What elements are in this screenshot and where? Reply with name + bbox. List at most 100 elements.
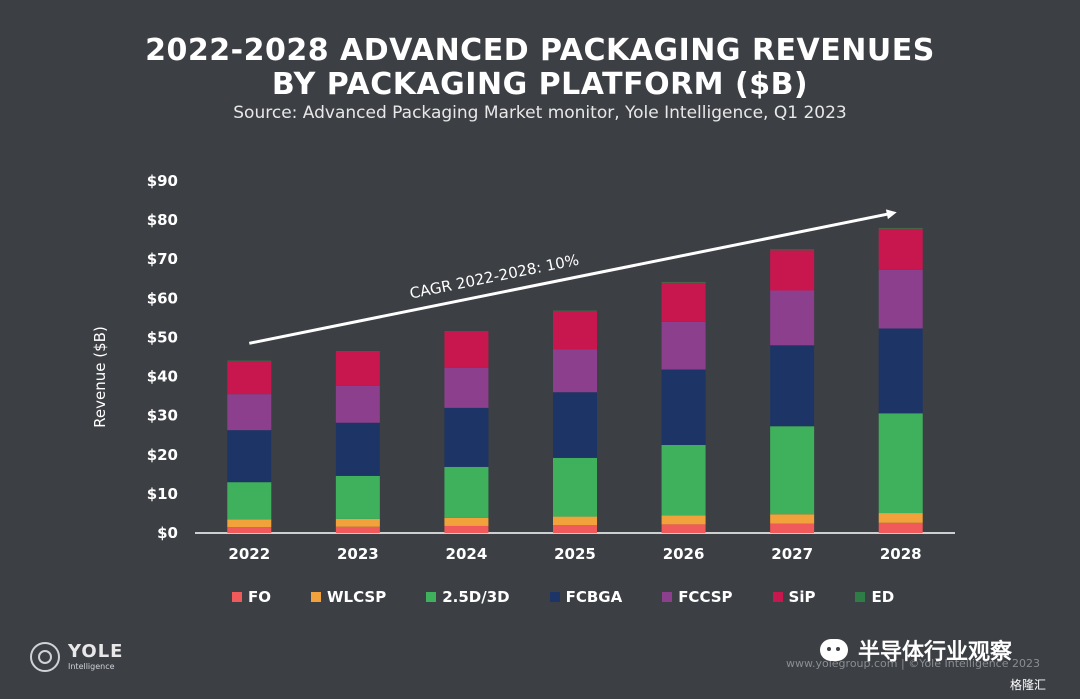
- bar-segment-fo-2028: [878, 522, 923, 533]
- chart-title: 2022-2028 ADVANCED PACKAGING REVENUES BY…: [0, 34, 1080, 102]
- bar-segment-sip-2027: [770, 250, 815, 291]
- bar-segment-fcbga-2028: [878, 328, 923, 414]
- chart-subtitle: Source: Advanced Packaging Market monito…: [233, 103, 847, 123]
- bar-segment-2-5d-3d-2025: [553, 457, 597, 517]
- chart-title-line-2: BY PACKAGING PLATFORM ($B): [271, 67, 809, 102]
- legend-swatch: [662, 592, 673, 602]
- footer-copyright: www.yolegroup.com | ©Yole Intelligence 2…: [786, 657, 1040, 670]
- bar-segment-fcbga-2022: [227, 430, 272, 483]
- legend-item: WLCSP: [311, 588, 386, 606]
- wechat-icon: [820, 639, 848, 661]
- x-tick-label: 2025: [554, 545, 596, 563]
- bar-segment-fccsp-2024: [444, 367, 489, 408]
- legend-label: WLCSP: [327, 588, 387, 606]
- legend-item: 2.5D/3D: [426, 588, 510, 606]
- bar-segment-wlcsp-2028: [878, 513, 923, 523]
- y-axis-label: Revenue ($B): [91, 326, 109, 428]
- legend-label: FCBGA: [565, 588, 623, 606]
- legend-label: FO: [248, 588, 271, 606]
- legend-swatch: [232, 592, 242, 602]
- bar-segment-ed-2027: [770, 249, 815, 251]
- cagr-arrow-head: [885, 209, 897, 220]
- legend-label: 2.5D/3D: [442, 588, 510, 606]
- bar-segment-2-5d-3d-2023: [335, 475, 380, 519]
- legend-item: ED: [855, 588, 894, 606]
- legend-swatch: [855, 592, 866, 602]
- legend-swatch: [426, 592, 437, 602]
- bar-segment-fccsp-2028: [878, 269, 923, 329]
- bar-segment-wlcsp-2022: [227, 519, 272, 528]
- bar-segment-sip-2023: [335, 351, 380, 386]
- legend-swatch: [311, 592, 321, 602]
- bar-segment-sip-2024: [444, 331, 489, 368]
- bar-segment-fo-2026: [661, 524, 706, 533]
- bar-segment-ed-2028: [878, 227, 923, 229]
- wechat-watermark: 半导体行业观察: [820, 634, 1012, 666]
- legend-item: FCCSP: [662, 588, 733, 606]
- legend-item: FCBGA: [549, 588, 623, 606]
- bar-segment-2-5d-3d-2022: [227, 482, 272, 520]
- legend-label: FCCSP: [678, 588, 733, 606]
- bar-segment-fcbga-2026: [661, 369, 706, 445]
- bar-segment-wlcsp-2024: [444, 517, 489, 526]
- bar-segment-sip-2022: [227, 360, 272, 395]
- legend-swatch: [772, 592, 783, 602]
- bar-segment-2-5d-3d-2026: [661, 445, 706, 516]
- yole-logo: YOLE Intelligence: [30, 642, 123, 672]
- bar-segment-wlcsp-2025: [553, 516, 597, 526]
- y-tick-label: $50: [147, 328, 178, 346]
- y-tick-label: $20: [147, 446, 178, 464]
- bar-segment-fcbga-2025: [553, 392, 597, 458]
- bar-segment-fccsp-2023: [335, 385, 380, 423]
- y-tick-label: $30: [147, 407, 178, 425]
- chart-legend: FO WLCSP 2.5D/3D FCBGA FCCSP SiP ED: [232, 588, 934, 606]
- y-tick-label: $40: [147, 368, 178, 386]
- bar-segment-sip-2028: [878, 228, 923, 270]
- logo-subtitle: Intelligence: [68, 662, 115, 671]
- bar-segment-wlcsp-2023: [335, 518, 380, 527]
- x-tick-label: 2027: [771, 545, 813, 563]
- x-tick-label: 2026: [663, 545, 705, 563]
- x-tick-label: 2028: [880, 545, 922, 563]
- bar-segment-fccsp-2025: [553, 349, 597, 393]
- bar-segment-fccsp-2022: [227, 394, 272, 431]
- bar-segment-2-5d-3d-2027: [770, 426, 815, 515]
- y-tick-label: $80: [147, 211, 178, 229]
- bar-segment-2-5d-3d-2028: [878, 413, 923, 514]
- legend-label: ED: [871, 588, 895, 606]
- y-tick-label: $10: [147, 485, 178, 503]
- bar-segment-2-5d-3d-2024: [444, 466, 489, 518]
- site-watermark: 格隆汇: [1010, 678, 1047, 692]
- chart-title-line-1: 2022-2028 ADVANCED PACKAGING REVENUES: [145, 33, 935, 68]
- bar-segment-fo-2024: [444, 525, 489, 533]
- bar-segment-fo-2022: [227, 527, 272, 533]
- legend-label: SiP: [788, 588, 816, 606]
- bar-segment-fo-2025: [553, 525, 597, 533]
- bar-segment-sip-2026: [661, 282, 706, 322]
- y-tick-label: $60: [147, 289, 178, 307]
- legend-item: FO: [232, 588, 271, 606]
- cagr-arrow-line: [248, 212, 892, 345]
- bar-segment-fccsp-2027: [770, 290, 815, 346]
- bar-segment-fo-2023: [335, 526, 380, 533]
- y-tick-label: $70: [147, 250, 178, 268]
- bar-segment-fccsp-2026: [661, 321, 706, 370]
- bar-segment-fo-2027: [770, 523, 815, 533]
- legend-swatch: [549, 592, 560, 602]
- y-tick-label: $90: [147, 172, 178, 190]
- bar-segment-fcbga-2027: [770, 345, 815, 427]
- bar-segment-fcbga-2024: [444, 407, 489, 467]
- legend-item: SiP: [772, 588, 816, 606]
- logo-name: YOLE: [68, 641, 124, 662]
- x-tick-label: 2023: [337, 545, 379, 563]
- x-tick-label: 2022: [228, 545, 270, 563]
- bar-segment-ed-2026: [661, 281, 706, 283]
- y-tick-label: $0: [157, 524, 178, 542]
- bar-segment-sip-2025: [553, 310, 597, 350]
- bar-segment-wlcsp-2026: [661, 515, 706, 525]
- x-tick-label: 2024: [446, 545, 488, 563]
- bar-segment-wlcsp-2027: [770, 514, 815, 524]
- wechat-label: 半导体行业观察: [858, 640, 1013, 665]
- bar-segment-fcbga-2023: [335, 422, 380, 476]
